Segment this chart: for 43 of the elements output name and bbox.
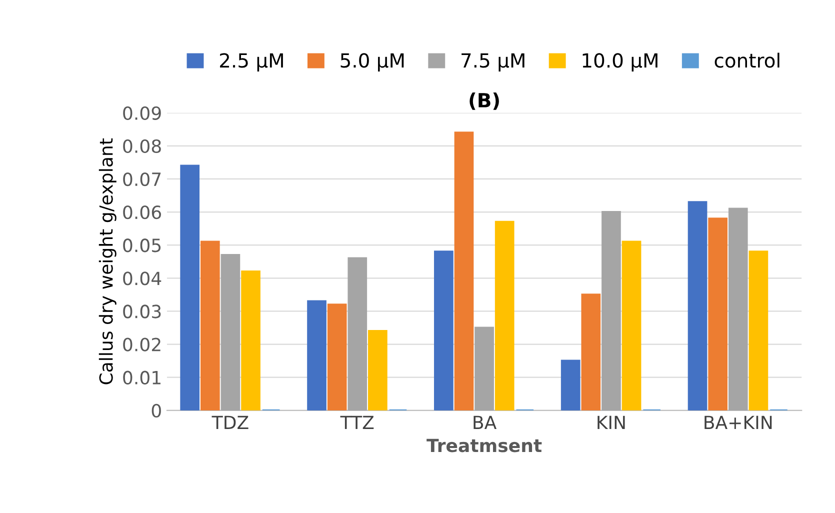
bar (327, 304, 347, 410)
legend-label: 10.0 µM (582, 53, 658, 72)
x-tick-label: BA+KIN (704, 416, 772, 429)
x-tick-label: KIN (598, 416, 625, 429)
y-tick-label: 0.07 (123, 172, 161, 186)
y-axis-title: Callus dry weight g/explant (98, 138, 116, 384)
y-tick-label: 0.06 (123, 206, 161, 220)
bar (200, 240, 220, 410)
bar (728, 208, 748, 410)
x-tick-label: BA (474, 416, 497, 429)
bar (748, 250, 768, 410)
y-tick-label: 0.08 (123, 139, 161, 154)
x-tick-label: TDZ (212, 416, 248, 429)
bar (602, 210, 621, 410)
y-tick-label: 0.03 (123, 304, 161, 318)
bar (220, 254, 240, 410)
legend-label: 5.0 µM (340, 53, 404, 72)
legend-label: 2.5 µM (220, 53, 283, 72)
bar (581, 294, 601, 410)
bar (434, 250, 454, 410)
y-tick-label: 0.04 (123, 272, 162, 286)
bar (454, 132, 474, 410)
bar (688, 201, 708, 410)
bar (622, 240, 642, 410)
y-tick-label: 0.09 (123, 106, 161, 120)
y-tick-label: 0.01 (123, 370, 160, 384)
bar (494, 220, 514, 410)
bar (708, 218, 728, 410)
chart-title: (B) (470, 92, 499, 110)
bar (474, 326, 494, 410)
y-tick-label: 0.02 (123, 338, 160, 352)
bar (368, 330, 388, 410)
bar (241, 270, 260, 410)
bar (348, 257, 368, 410)
y-tick-label: 0.05 (123, 238, 161, 252)
bar (307, 300, 326, 410)
y-tick-label: 0 (152, 404, 161, 418)
legend-label: 7.5 µM (462, 53, 524, 72)
bar (560, 360, 580, 410)
x-tick-label: TTZ (340, 416, 374, 429)
x-axis-title: Treatmsent (426, 438, 542, 452)
bar (180, 164, 200, 410)
legend-label: control (714, 52, 780, 68)
